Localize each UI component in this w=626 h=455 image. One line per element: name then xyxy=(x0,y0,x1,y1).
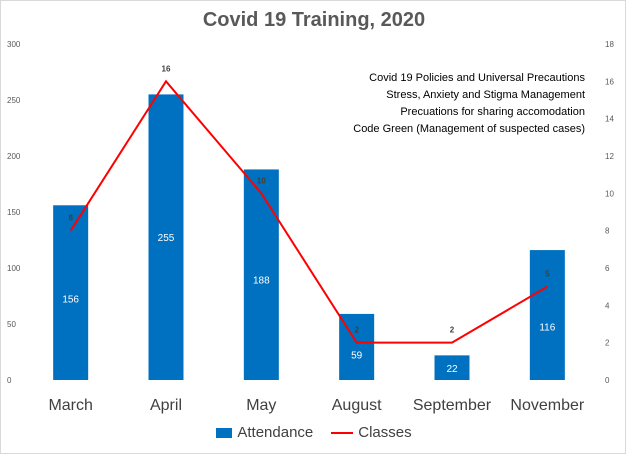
y-right-tick-label: 0 xyxy=(605,376,610,385)
bar xyxy=(529,250,565,380)
y-left-tick-label: 50 xyxy=(7,320,16,329)
annotation-line: Stress, Anxiety and Stigma Management xyxy=(386,89,585,101)
line-data-label: 2 xyxy=(450,326,455,335)
line-data-label: 2 xyxy=(354,326,359,335)
y-right-tick-label: 16 xyxy=(605,77,614,86)
x-tick-label: September xyxy=(413,397,492,414)
legend-label: Classes xyxy=(358,424,412,441)
y-left-tick-label: 300 xyxy=(7,40,21,49)
y-right-tick-label: 2 xyxy=(605,339,610,348)
line-data-label: 16 xyxy=(162,64,171,73)
bar-data-label: 116 xyxy=(539,322,555,333)
y-right-tick-label: 18 xyxy=(605,40,614,49)
legend-label: Attendance xyxy=(237,424,314,441)
line-data-label: 5 xyxy=(545,270,550,279)
x-tick-label: August xyxy=(332,397,382,414)
line-data-label: 8 xyxy=(68,214,73,223)
legend: Attendance Classes xyxy=(1,424,626,441)
x-tick-label: November xyxy=(510,397,584,414)
bar-data-label: 22 xyxy=(446,364,458,375)
legend-swatch-bar xyxy=(216,427,233,438)
line-data-label: 10 xyxy=(257,176,266,185)
bar xyxy=(148,94,184,381)
x-tick-label: April xyxy=(150,397,182,414)
bar xyxy=(53,205,89,380)
legend-item-classes: Classes xyxy=(331,424,412,441)
y-left-tick-label: 100 xyxy=(7,264,21,273)
classes-line xyxy=(69,79,548,344)
legend-item-attendance: Attendance xyxy=(216,424,313,441)
y-right-tick-label: 4 xyxy=(605,301,610,310)
legend-swatch-line xyxy=(331,431,354,434)
bar-data-label: 156 xyxy=(62,294,79,305)
bar-data-label: 188 xyxy=(253,276,270,287)
chart-title: Covid 19 Training, 2020 xyxy=(202,9,426,31)
bar xyxy=(434,355,470,380)
y-left-tick-label: 0 xyxy=(7,376,12,385)
y-right-tick-label: 14 xyxy=(605,115,614,124)
y-right-tick-label: 12 xyxy=(605,152,614,161)
bar-data-label: 59 xyxy=(351,350,363,361)
y-left-tick-label: 250 xyxy=(7,96,21,105)
annotation-line: Precuations for sharing accomodation xyxy=(400,106,585,118)
y-left-tick-label: 200 xyxy=(7,152,21,161)
y-left-tick-label: 150 xyxy=(7,208,21,217)
annotation-line: Covid 19 Policies and Universal Precauti… xyxy=(369,72,585,84)
annotation-line: Code Green (Management of suspected case… xyxy=(353,123,585,135)
y-right-tick-label: 10 xyxy=(605,189,614,198)
x-tick-label: May xyxy=(246,397,276,414)
x-tick-label: March xyxy=(48,397,92,414)
y-right-tick-label: 8 xyxy=(605,227,610,236)
bar xyxy=(243,169,279,380)
y-right-tick-label: 6 xyxy=(605,264,610,273)
annotation-block: Covid 19 Policies and Universal Precauti… xyxy=(353,70,585,138)
bar-data-label: 255 xyxy=(158,233,175,244)
